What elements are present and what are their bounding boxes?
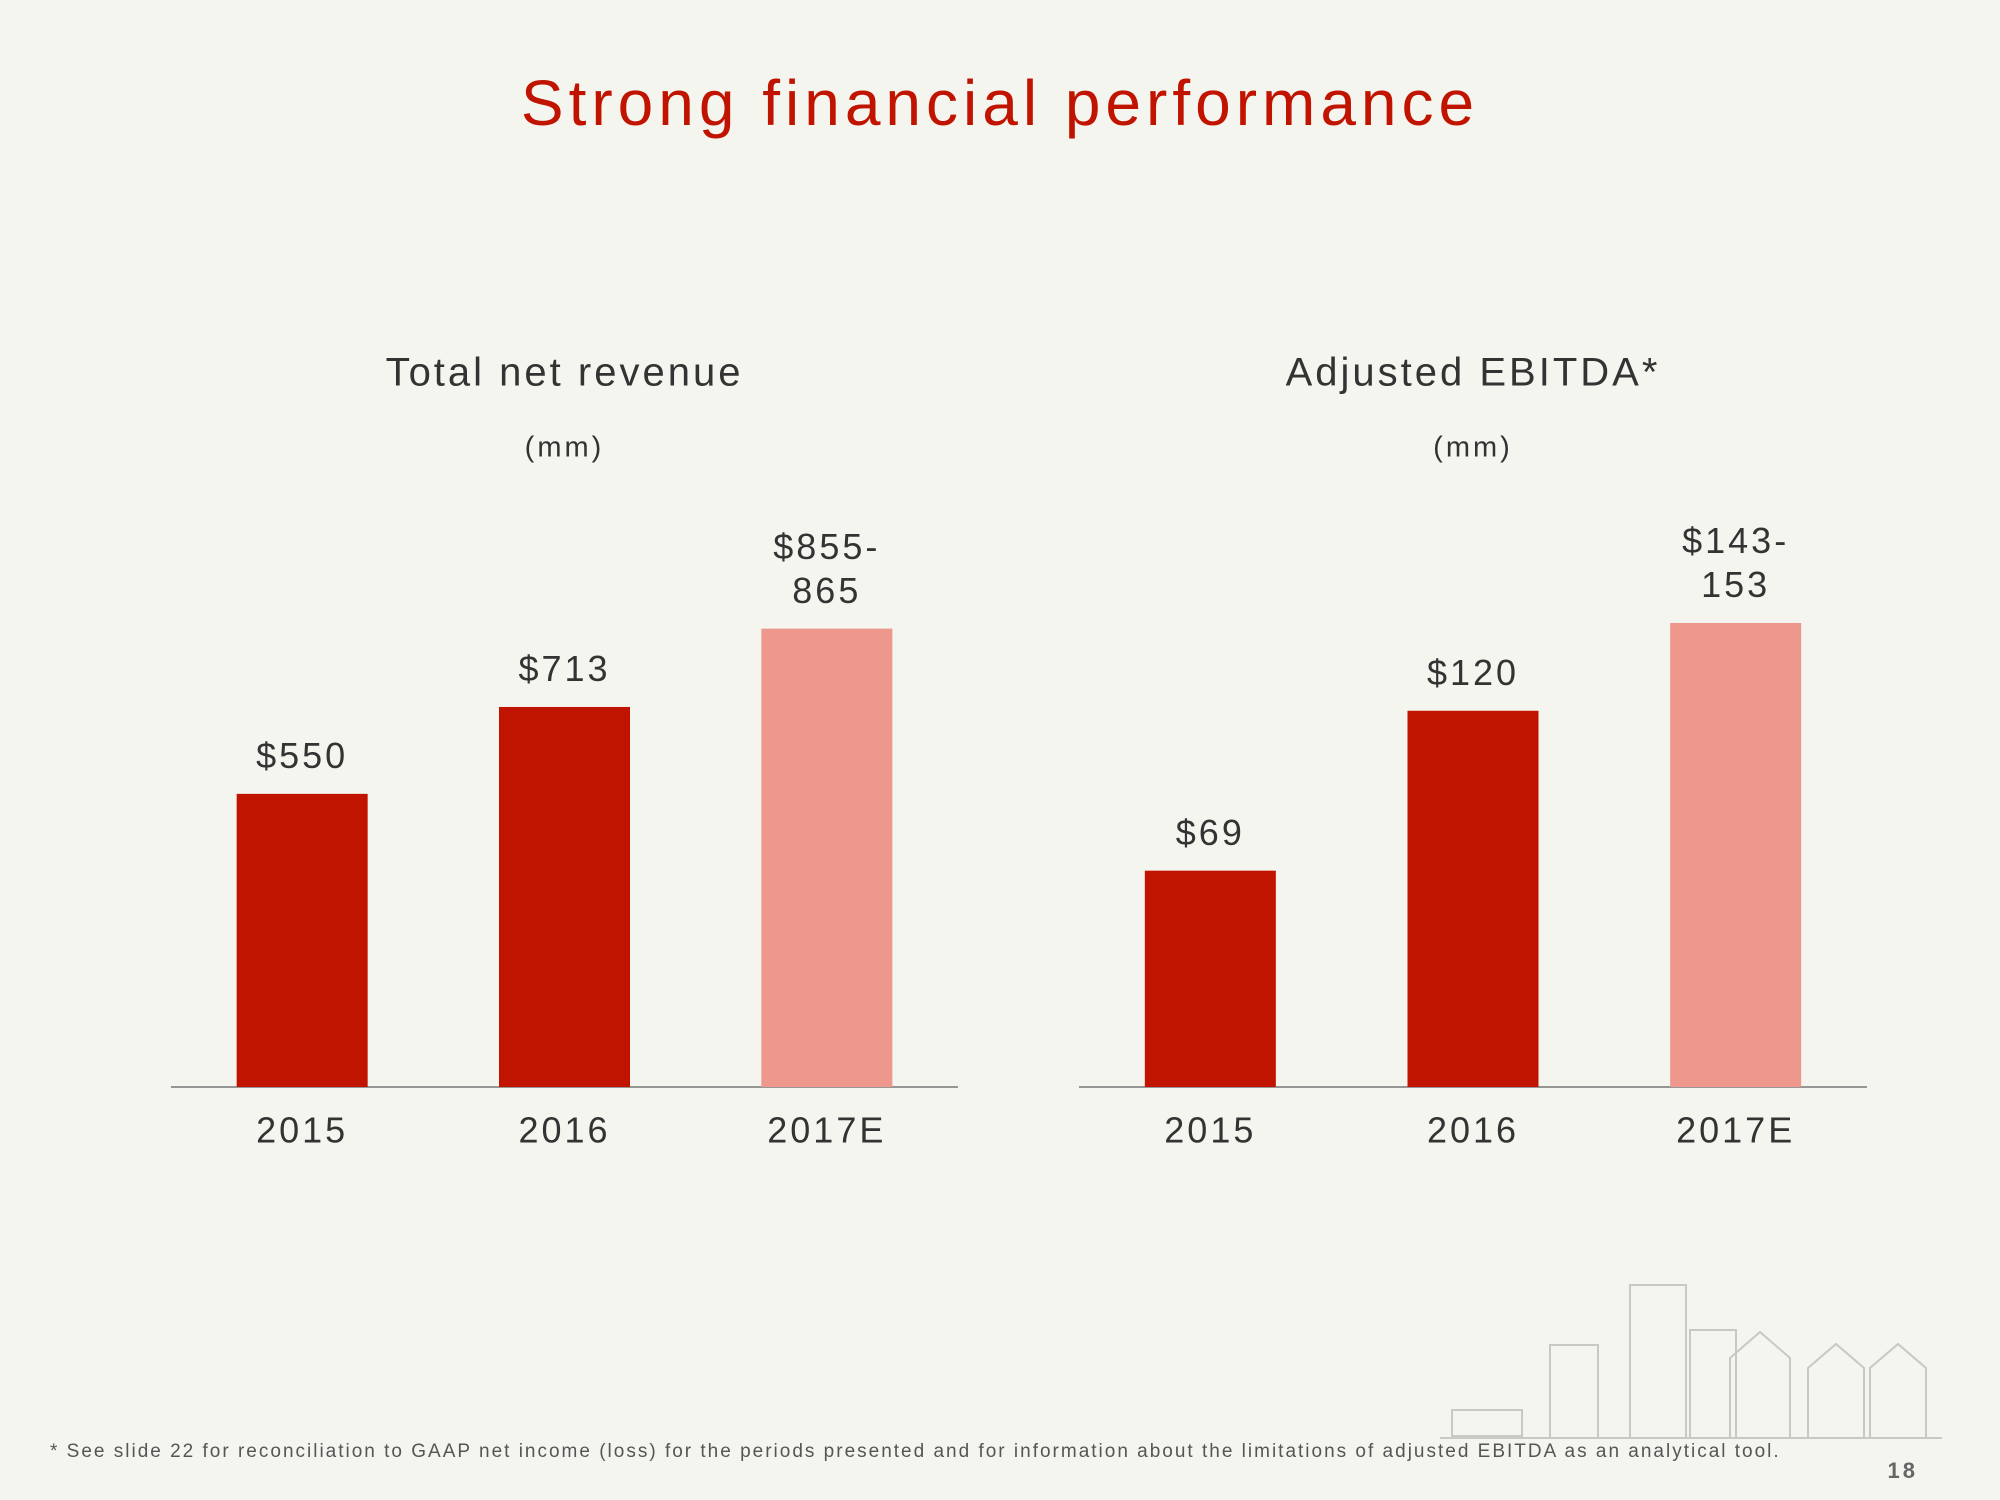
value-label: $713 [518, 647, 611, 689]
slide-title: Strong financial performance [521, 67, 1479, 139]
value-label: $855-865 [773, 525, 881, 611]
bar [1407, 710, 1539, 1087]
x-tick-label: 2016 [518, 1110, 610, 1151]
x-tick-label: 2016 [1427, 1110, 1519, 1151]
value-label: $120 [1426, 651, 1520, 693]
buildings-illustration [1440, 1284, 1942, 1439]
bar [236, 793, 368, 1087]
x-tick-label: 2017E [1676, 1110, 1795, 1151]
chart-subtitle: (mm) [1433, 432, 1513, 464]
value-label: $550 [256, 734, 349, 776]
x-tick-label: 2015 [256, 1110, 348, 1151]
chart-title: Total net revenue [386, 351, 744, 395]
x-tick-label: 2015 [1164, 1110, 1256, 1151]
bar [499, 706, 630, 1087]
chart-title: Adjusted EBITDA* [1286, 351, 1661, 395]
footnote: * See slide 22 for reconciliation to GAA… [50, 1441, 1781, 1462]
value-label: $143-153 [1682, 519, 1790, 605]
bar [1144, 870, 1276, 1087]
chart-subtitle: (mm) [525, 432, 605, 464]
page-number: 18 [1888, 1458, 1918, 1483]
bar [761, 628, 893, 1087]
bar [1670, 622, 1802, 1087]
value-label: $69 [1175, 811, 1245, 853]
x-tick-label: 2017E [767, 1110, 886, 1151]
